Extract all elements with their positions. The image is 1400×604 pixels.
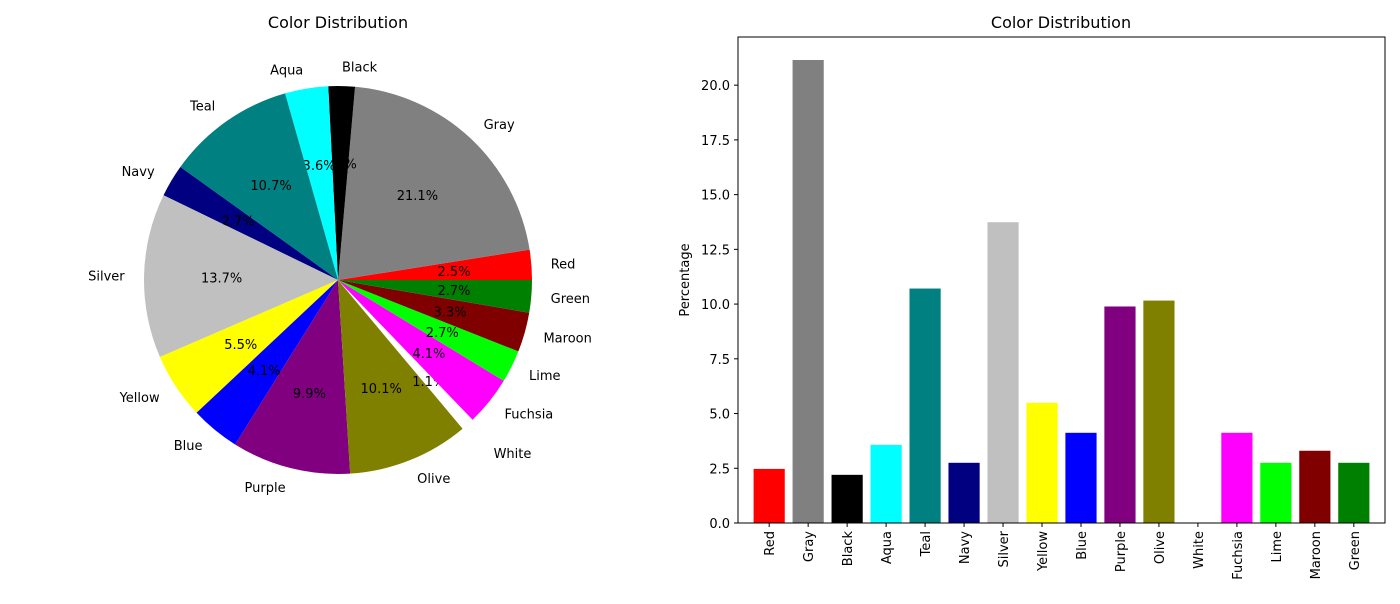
- pie-label-black: Black: [342, 61, 378, 76]
- x-tick-label-navy: Navy: [958, 531, 973, 564]
- pie-slice-blue: [196, 280, 338, 445]
- bar-silver: [987, 222, 1019, 524]
- y-tick-label: 10.0: [701, 298, 730, 313]
- pie-label-red: Red: [551, 257, 576, 272]
- bar-white: [1182, 498, 1214, 523]
- pie-slice-red: [338, 249, 532, 280]
- pie-chart: Red2.5%Gray21.1%Black2.2%Aqua3.6%Teal10.…: [88, 61, 592, 496]
- bar-aqua: [870, 444, 902, 523]
- pie-label-green: Green: [551, 292, 590, 307]
- bar-y-axis-label: Percentage: [678, 243, 693, 316]
- pie-label-navy: Navy: [122, 165, 155, 180]
- pie-slice-yellow: [159, 280, 338, 413]
- pie-slice-green: [338, 280, 532, 313]
- bar-gray: [792, 59, 824, 524]
- pie-label-lime: Lime: [529, 369, 561, 384]
- x-tick-label-fuchsia: Fuchsia: [1231, 531, 1246, 580]
- y-tick-label: 12.5: [701, 243, 730, 258]
- pie-slice-teal: [180, 93, 338, 280]
- bar-navy: [948, 462, 980, 523]
- pie-pct-silver: 13.7%: [201, 271, 242, 286]
- pie-slice-olive: [338, 280, 463, 474]
- pie-pct-blue: 4.1%: [248, 364, 281, 379]
- x-tick-label-purple: Purple: [1114, 531, 1129, 572]
- pie-label-fuchsia: Fuchsia: [505, 407, 554, 422]
- y-tick-label: 5.0: [709, 408, 730, 423]
- bar-red: [753, 468, 785, 523]
- pie-chart-title: Color Distribution: [268, 13, 408, 32]
- bar-lime: [1260, 462, 1292, 523]
- x-tick-label-blue: Blue: [1075, 531, 1090, 560]
- pie-pct-aqua: 3.6%: [303, 159, 336, 174]
- bar-chart: Red Gray Black Aqua Teal Navy Silver Yellow Blue…: [701, 36, 1386, 580]
- bar-teal: [909, 288, 941, 523]
- x-tick-label-black: Black: [841, 531, 856, 567]
- y-tick-label: 0.0: [709, 517, 730, 532]
- x-tick-label-maroon: Maroon: [1309, 531, 1324, 579]
- x-tick-label-red: Red: [763, 531, 778, 556]
- pie-label-blue: Blue: [174, 439, 203, 454]
- pie-label-teal: Teal: [189, 99, 215, 114]
- pie-slice-navy: [163, 166, 338, 280]
- pie-pct-teal: 10.7%: [250, 179, 291, 194]
- pie-pct-green: 2.7%: [437, 284, 470, 299]
- x-tick-label-olive: Olive: [1153, 531, 1168, 564]
- bar-olive: [1143, 300, 1175, 523]
- pie-pct-gray: 21.1%: [397, 189, 438, 204]
- y-tick-label: 17.5: [701, 134, 730, 149]
- pie-pct-lime: 2.7%: [426, 326, 459, 341]
- pie-label-gray: Gray: [484, 118, 515, 133]
- pie-slice-gray: [338, 86, 530, 280]
- pie-label-aqua: Aqua: [270, 63, 303, 78]
- pie-slice-fuchsia: [338, 280, 504, 420]
- pie-pct-olive: 10.1%: [361, 382, 402, 397]
- x-tick-label-green: Green: [1348, 531, 1363, 570]
- bar-blue: [1065, 432, 1097, 523]
- bar-maroon: [1299, 450, 1331, 523]
- pie-label-maroon: Maroon: [543, 332, 591, 347]
- pie-pct-navy: 2.7%: [221, 214, 254, 229]
- bar-green: [1338, 462, 1370, 523]
- bar-fuchsia: [1221, 432, 1253, 523]
- pie-label-purple: Purple: [245, 481, 286, 496]
- pie-label-olive: Olive: [417, 472, 450, 487]
- pie-slice-lime: [338, 280, 519, 381]
- pie-slice-black: [328, 86, 356, 280]
- pie-pct-fuchsia: 4.1%: [412, 347, 445, 362]
- pie-slice-maroon: [338, 280, 530, 352]
- x-tick-label-aqua: Aqua: [880, 531, 895, 564]
- y-tick-label: 2.5: [709, 462, 730, 477]
- x-tick-label-teal: Teal: [919, 531, 934, 557]
- pie-label-yellow: Yellow: [119, 391, 160, 406]
- x-tick-label-lime: Lime: [1270, 531, 1285, 563]
- bar-chart-title: Color Distribution: [991, 13, 1131, 32]
- pie-slice-white: [350, 294, 486, 444]
- pie-slice-silver: [144, 195, 338, 358]
- bar-plot-frame: [737, 36, 1386, 524]
- x-tick-label-white: White: [1192, 531, 1207, 569]
- bar-black: [831, 474, 863, 523]
- y-tick-label: 7.5: [709, 353, 730, 368]
- bar-purple: [1104, 306, 1136, 523]
- pie-pct-purple: 9.9%: [293, 387, 326, 402]
- x-tick-label-yellow: Yellow: [1036, 531, 1051, 572]
- pie-label-silver: Silver: [88, 269, 125, 284]
- pie-pct-maroon: 3.3%: [434, 305, 467, 320]
- pie-slice-purple: [235, 280, 351, 474]
- pie-pct-yellow: 5.5%: [224, 338, 257, 353]
- pie-pct-red: 2.5%: [438, 265, 471, 280]
- x-tick-label-gray: Gray: [802, 531, 817, 562]
- x-tick-label-silver: Silver: [997, 530, 1012, 567]
- pie-slice-aqua: [285, 86, 338, 281]
- pie-label-white: White: [494, 447, 532, 462]
- bar-yellow: [1026, 402, 1058, 523]
- y-tick-label: 15.0: [701, 189, 730, 204]
- y-tick-label: 20.0: [701, 79, 730, 94]
